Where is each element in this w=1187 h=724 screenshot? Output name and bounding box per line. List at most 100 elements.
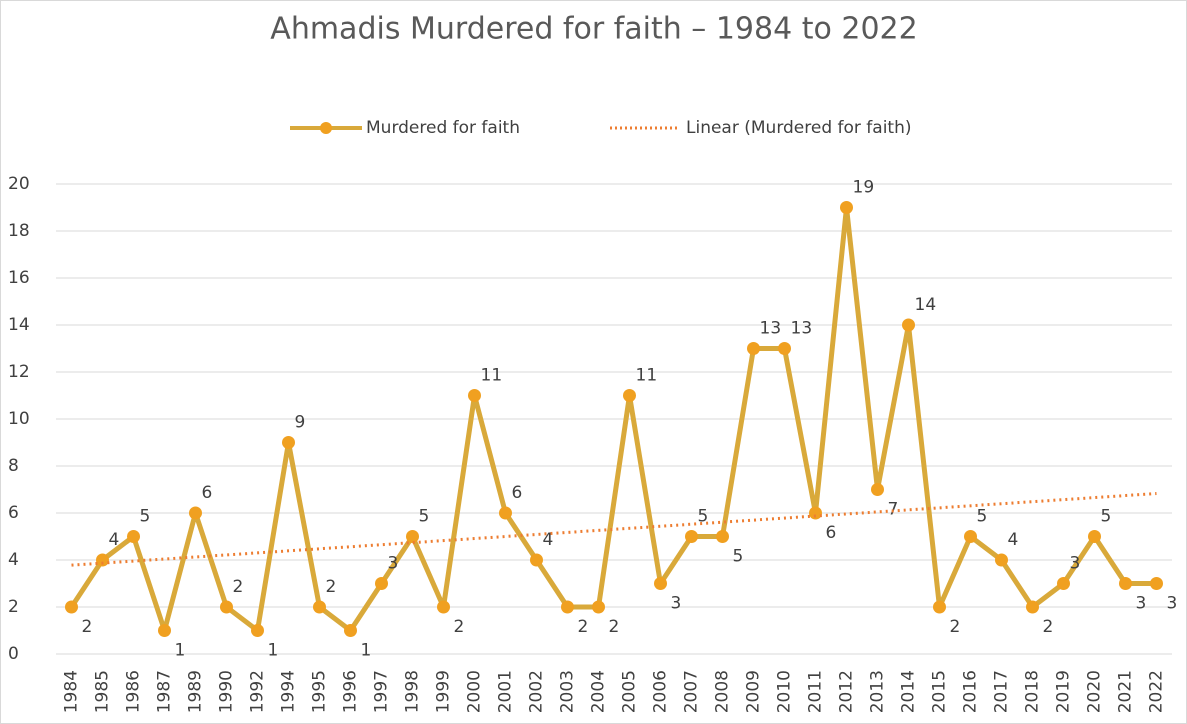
x-tick-label: 1992 [248, 670, 268, 713]
y-tick-label: 10 [8, 409, 30, 429]
data-label: 2 [326, 577, 337, 597]
data-label: 2 [578, 617, 589, 637]
data-marker [623, 389, 636, 402]
data-marker [1026, 600, 1039, 614]
y-tick-label: 18 [8, 221, 30, 241]
data-marker [344, 624, 357, 637]
data-label: 6 [512, 483, 523, 503]
data-marker [840, 201, 853, 214]
x-tick-label: 2012 [837, 670, 857, 713]
x-tick-label: 2009 [744, 670, 764, 713]
data-marker [220, 600, 233, 614]
x-tick-label: 2021 [1116, 670, 1136, 713]
x-tick-label: 1995 [310, 670, 330, 713]
data-marker [158, 624, 171, 637]
data-label: 11 [636, 366, 658, 386]
y-tick-label: 20 [8, 174, 30, 194]
x-tick-label: 1994 [279, 670, 299, 713]
x-tick-label: 2014 [899, 670, 919, 713]
data-marker [406, 530, 419, 543]
x-tick-label: 2007 [682, 670, 702, 713]
data-label: 3 [1136, 594, 1147, 614]
data-marker [499, 506, 512, 520]
data-label: 2 [1043, 617, 1054, 637]
data-label: 1 [361, 641, 372, 661]
data-label: 6 [826, 523, 837, 543]
x-tick-label: 2019 [1054, 670, 1074, 713]
y-tick-label: 8 [8, 456, 19, 476]
data-label: 4 [1008, 530, 1019, 550]
x-tick-label: 2004 [589, 670, 609, 713]
x-tick-label: 2010 [775, 670, 795, 713]
data-marker [871, 483, 884, 496]
data-marker [716, 530, 729, 543]
legend-label: Linear (Murdered for faith) [686, 118, 912, 138]
data-marker [964, 530, 977, 543]
x-tick-label: 2018 [1023, 670, 1043, 713]
data-marker [809, 506, 822, 520]
data-label: 19 [853, 178, 875, 198]
data-label: 4 [109, 530, 120, 550]
data-label: 3 [388, 554, 399, 574]
data-label: 5 [698, 507, 709, 527]
x-tick-label: 2000 [465, 670, 485, 713]
chart-title: Ahmadis Murdered for faith – 1984 to 202… [270, 12, 917, 47]
data-marker [747, 342, 760, 355]
data-marker [1119, 577, 1132, 590]
y-tick-label: 12 [8, 362, 30, 382]
trend-line [71, 491, 1157, 567]
x-tick-label: 1998 [403, 670, 423, 713]
x-tick-label: 1990 [217, 670, 237, 713]
data-label: 5 [419, 507, 430, 527]
y-tick-label: 6 [8, 503, 19, 523]
x-tick-label: 2001 [496, 670, 516, 713]
data-marker [65, 600, 78, 614]
x-tick-label: 1997 [372, 670, 392, 713]
data-marker [685, 530, 698, 543]
data-label: 3 [1070, 554, 1081, 574]
data-label: 2 [950, 617, 961, 637]
data-marker [902, 318, 915, 332]
x-tick-label: 2017 [992, 670, 1012, 713]
data-marker [96, 553, 109, 567]
x-tick-label: 2002 [527, 670, 547, 713]
data-label: 2 [82, 617, 93, 637]
x-tick-label: 2013 [868, 670, 888, 713]
data-label: 3 [671, 594, 682, 614]
data-marker [1150, 577, 1163, 590]
x-tick-label: 2008 [713, 670, 733, 713]
data-marker [251, 624, 264, 637]
x-tick-label: 2022 [1147, 670, 1167, 713]
x-tick-label: 1989 [186, 670, 206, 713]
x-tick-label: 2020 [1085, 670, 1105, 713]
data-marker [995, 553, 1008, 567]
y-tick-label: 4 [8, 550, 19, 570]
data-marker [127, 530, 140, 543]
x-tick-label: 1985 [93, 670, 113, 713]
data-label: 9 [295, 413, 306, 433]
data-marker [375, 577, 388, 590]
legend-marker [320, 122, 332, 134]
data-marker [1057, 577, 1070, 590]
x-tick-label: 1984 [62, 670, 82, 713]
data-label: 14 [915, 295, 937, 315]
data-marker [778, 342, 791, 355]
data-label: 6 [202, 483, 213, 503]
data-marker [561, 600, 574, 614]
data-label: 5 [977, 507, 988, 527]
x-tick-label: 1986 [124, 670, 144, 713]
data-marker [468, 389, 481, 402]
data-marker [282, 436, 295, 449]
x-tick-label: 2003 [558, 670, 578, 713]
x-tick-label: 2016 [961, 670, 981, 713]
data-marker [437, 600, 450, 614]
data-label: 2 [454, 617, 465, 637]
data-label: 3 [1167, 594, 1178, 614]
x-tick-label: 2015 [930, 670, 950, 713]
y-tick-label: 16 [8, 268, 30, 288]
data-label: 2 [609, 617, 620, 637]
data-marker [592, 600, 605, 614]
